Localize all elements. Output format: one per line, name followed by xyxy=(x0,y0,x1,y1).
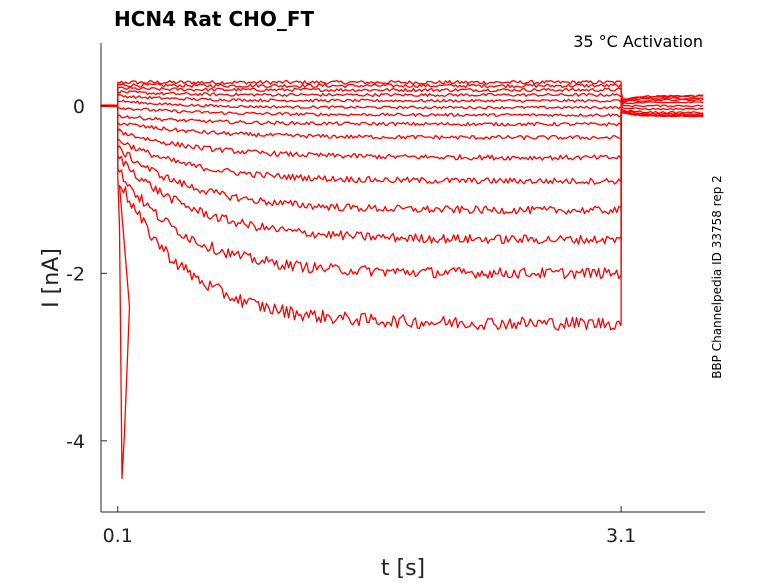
trace-15 xyxy=(100,104,704,480)
trace-3 xyxy=(100,86,704,108)
y-ticks: 0 -2 -4 xyxy=(66,96,107,453)
y-axis-label: I [nA] xyxy=(39,248,64,308)
x-tick-label: 3.1 xyxy=(606,525,636,547)
traces xyxy=(100,79,704,480)
x-axis-label: t [s] xyxy=(381,556,425,581)
chart-subtitle: 35 °C Activation xyxy=(573,32,703,51)
trace-5 xyxy=(100,94,704,108)
trace-7 xyxy=(100,104,704,118)
y-tick-label: -4 xyxy=(66,431,85,453)
trace-9 xyxy=(100,104,704,141)
y-tick-label: 0 xyxy=(73,96,85,118)
trace-12 xyxy=(100,104,704,215)
trace-13 xyxy=(100,104,704,245)
trace-4 xyxy=(100,89,704,108)
trace-8 xyxy=(100,104,704,127)
trace-6 xyxy=(101,99,704,110)
x-ticks: 0.1 3.1 xyxy=(103,506,636,547)
trace-11 xyxy=(100,104,704,185)
trace-1 xyxy=(100,79,704,108)
chart-title: HCN4 Rat CHO_FT xyxy=(114,7,315,31)
trace-10 xyxy=(100,104,704,161)
y-tick-label: -2 xyxy=(66,263,85,285)
x-tick-label: 0.1 xyxy=(103,525,133,547)
trace-14 xyxy=(100,104,704,280)
side-note: BBP Channelpedia ID 33758 rep 2 xyxy=(710,175,724,379)
trace-2 xyxy=(101,82,704,107)
